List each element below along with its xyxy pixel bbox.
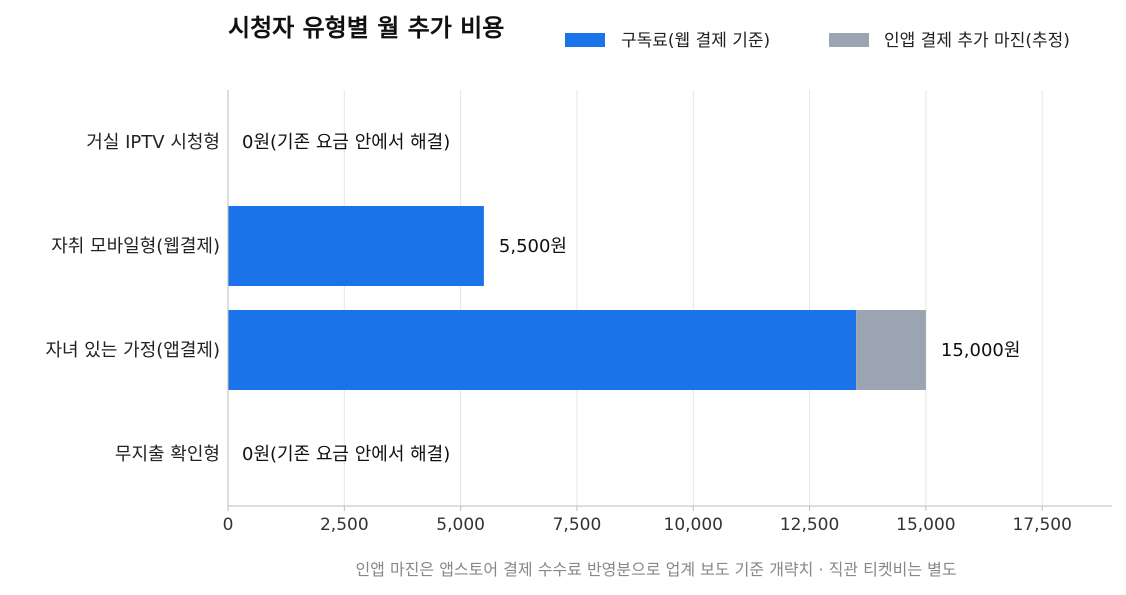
legend-label-subscription: 구독료(웹 결제 기준) xyxy=(621,31,770,51)
category-label: 자녀 있는 가정(앱결제) xyxy=(45,340,220,361)
x-tick-label: 0 xyxy=(223,515,234,535)
x-tick-labels: 0 2,500 5,000 7,500 10,000 12,500 15,000 17,500 xyxy=(223,506,1072,535)
x-tick-label: 15,000 xyxy=(896,515,955,535)
data-label: 15,000원 xyxy=(941,340,1021,361)
x-tick-label: 12,500 xyxy=(780,515,839,535)
x-tick-label: 2,500 xyxy=(320,515,369,535)
data-label: 0원(기존 요금 안에서 해결) xyxy=(242,132,450,153)
bars xyxy=(228,206,926,390)
footnote: 인앱 마진은 앱스토어 결제 수수료 반영분으로 업계 보도 기준 개략치 · … xyxy=(355,560,956,579)
category-label: 거실 IPTV 시청형 xyxy=(86,132,220,153)
legend: 구독료(웹 결제 기준) 인앱 결제 추가 마진(추정) xyxy=(565,31,1070,51)
x-tick-label: 17,500 xyxy=(1012,515,1071,535)
legend-label-inapp-margin: 인앱 결제 추가 마진(추정) xyxy=(884,31,1070,51)
legend-swatch-subscription xyxy=(565,33,605,47)
bar-inapp-margin xyxy=(856,310,926,390)
data-label: 5,500원 xyxy=(499,236,567,257)
x-tick-label: 10,000 xyxy=(664,515,723,535)
legend-swatch-inapp-margin xyxy=(829,33,869,47)
gridlines xyxy=(343,90,1043,506)
data-label: 0원(기존 요금 안에서 해결) xyxy=(242,444,450,465)
data-labels: 0원(기존 요금 안에서 해결) 5,500원 15,000원 0원(기존 요금 안에… xyxy=(242,132,1020,465)
chart-title: 시청자 유형별 월 추가 비용 xyxy=(228,14,504,42)
category-label: 무지출 확인형 xyxy=(115,444,220,465)
bar-subscription xyxy=(228,206,484,286)
bar-subscription xyxy=(228,310,857,390)
x-tick-label: 7,500 xyxy=(553,515,602,535)
category-label: 자취 모바일형(웹결제) xyxy=(51,236,220,257)
x-tick-label: 5,000 xyxy=(436,515,485,535)
